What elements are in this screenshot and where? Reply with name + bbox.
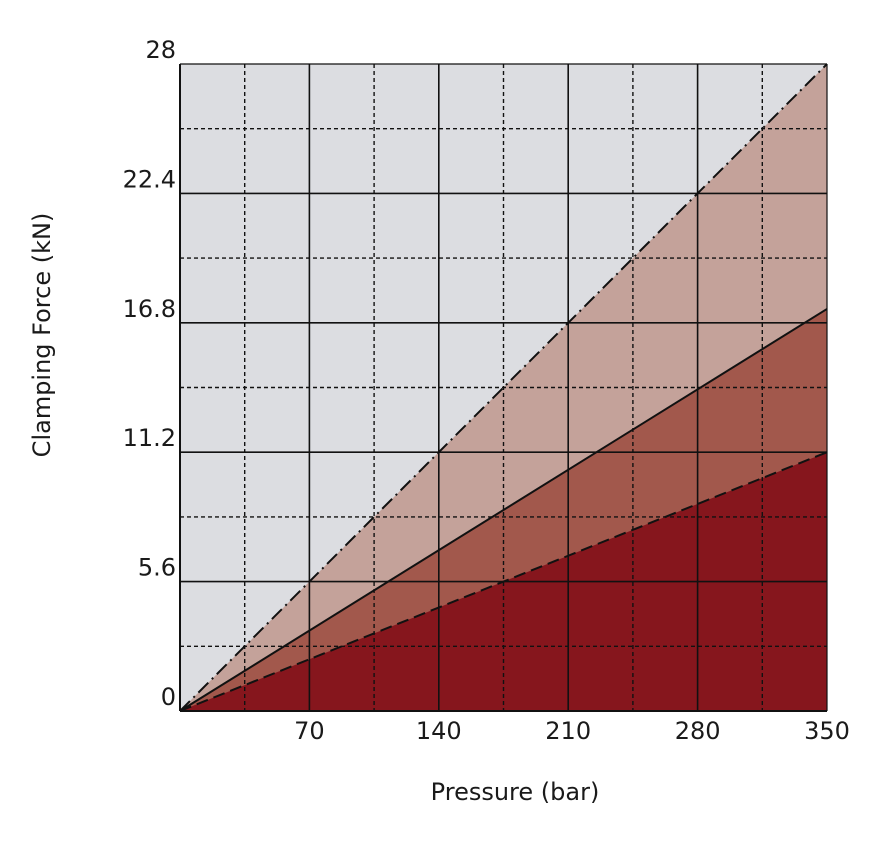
- series-lines: [179, 63, 828, 712]
- x-tick-labels: 70 140 210 280 350: [294, 717, 850, 745]
- y-tick-label: 0: [161, 683, 176, 711]
- series-line-3: [179, 451, 828, 712]
- y-tick-label: 22.4: [123, 165, 176, 193]
- x-tick-label: 350: [804, 717, 850, 745]
- x-tick-label: 140: [416, 717, 462, 745]
- y-axis-title: Clamping Force (kN): [28, 213, 56, 458]
- x-tick-label: 70: [294, 717, 325, 745]
- grid-lines: [180, 64, 827, 711]
- y-tick-label: 11.2: [123, 424, 176, 452]
- y-tick-label: 16.8: [123, 295, 176, 323]
- series-line-2: [179, 308, 828, 712]
- y-tick-labels: 0 5.6 11.2 16.8 22.4 28: [123, 36, 176, 711]
- x-tick-label: 210: [545, 717, 591, 745]
- series-line-1: [179, 63, 828, 712]
- x-axis-title: Pressure (bar): [431, 778, 600, 806]
- y-tick-label: 28: [145, 36, 176, 64]
- x-tick-label: 280: [675, 717, 721, 745]
- y-tick-label: 5.6: [138, 554, 176, 582]
- plot-frame: [179, 63, 828, 712]
